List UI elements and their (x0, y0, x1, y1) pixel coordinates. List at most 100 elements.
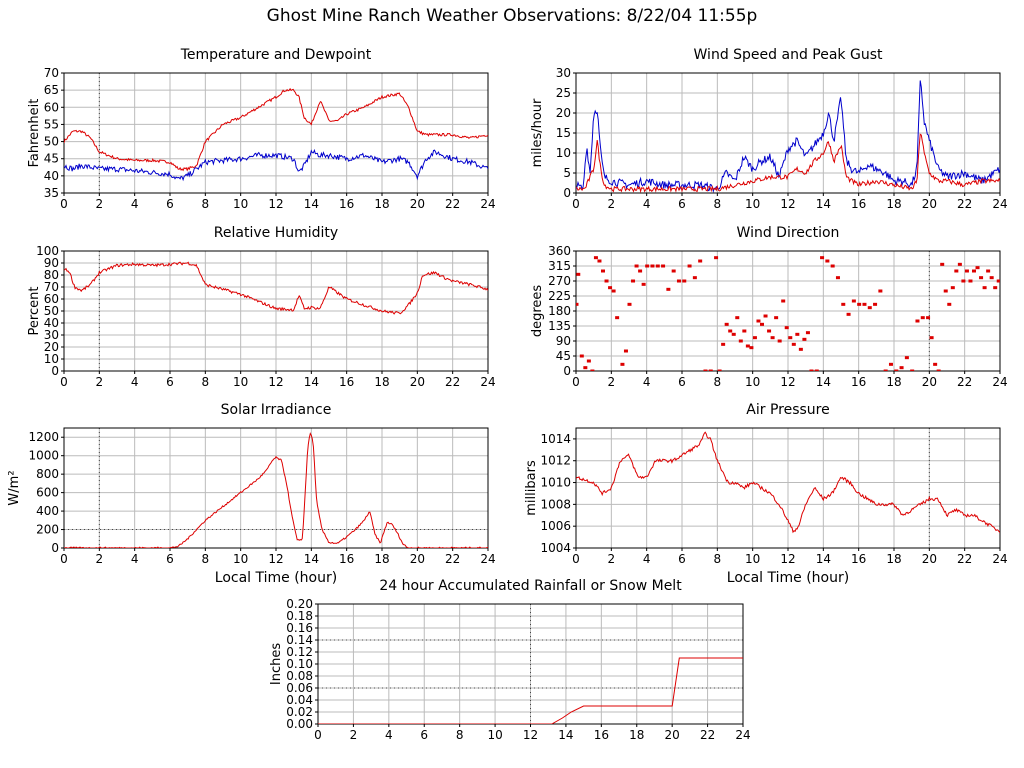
x-tick-label: 16 (851, 552, 866, 566)
data-point (767, 329, 772, 333)
y-axis-label: degrees (530, 285, 545, 338)
y-tick-label: 1006 (540, 519, 571, 533)
x-tick-label: 8 (714, 375, 722, 389)
series-line-0 (576, 431, 1000, 534)
y-tick-label: 0.02 (286, 705, 313, 719)
data-point (795, 332, 800, 336)
series-line-0 (318, 657, 743, 724)
y-tick-label: 0 (563, 364, 571, 378)
data-point (752, 336, 757, 340)
data-point (979, 276, 984, 280)
y-axis-label: Percent (27, 287, 42, 336)
x-tick-label: 24 (480, 375, 495, 389)
data-point (717, 369, 722, 371)
data-point (682, 279, 687, 283)
y-tick-label: 0.08 (286, 669, 313, 683)
y-tick-label: 0.12 (286, 645, 313, 659)
y-tick-label: 5 (563, 166, 571, 180)
x-tick-label: 12 (268, 375, 283, 389)
data-point (929, 336, 934, 340)
x-tick-label: 0 (60, 375, 68, 389)
data-point (894, 369, 899, 371)
y-tick-label: 270 (548, 274, 571, 288)
data-point (687, 264, 692, 268)
data-point (791, 342, 796, 346)
data-point (802, 337, 807, 341)
series-line-1 (576, 133, 1000, 193)
y-tick-label: 800 (36, 467, 59, 481)
y-tick-label: 200 (36, 523, 59, 537)
data-point (611, 289, 616, 293)
y-tick-label: 70 (44, 66, 59, 80)
y-tick-label: 30 (556, 66, 571, 80)
data-point (638, 269, 643, 273)
data-point (904, 356, 909, 360)
data-point (731, 332, 736, 336)
x-tick-label: 10 (233, 552, 248, 566)
x-tick-label: 8 (202, 197, 210, 211)
x-tick-label: 4 (643, 375, 651, 389)
chart-rain: 24 hour Accumulated Rainfall or Snow Mel… (269, 578, 751, 742)
x-tick-label: 22 (445, 197, 460, 211)
x-tick-label: 4 (643, 552, 651, 566)
y-tick-label: 0.04 (286, 693, 313, 707)
y-axis-label: W/m² (7, 470, 22, 505)
x-tick-label: 20 (922, 375, 937, 389)
x-tick-label: 22 (700, 728, 715, 742)
y-tick-label: 10 (44, 352, 59, 366)
x-tick-label: 20 (410, 197, 425, 211)
data-point (947, 302, 952, 306)
y-tick-label: 55 (44, 117, 59, 131)
x-tick-label: 20 (410, 375, 425, 389)
x-tick-label: 22 (445, 552, 460, 566)
data-point (692, 276, 697, 280)
chart-title: Temperature and Dewpoint (180, 47, 372, 63)
data-point (777, 339, 782, 343)
y-tick-label: 0 (563, 186, 571, 200)
x-tick-label: 2 (608, 375, 616, 389)
x-tick-label: 20 (922, 197, 937, 211)
data-point (873, 302, 878, 306)
x-tick-label: 22 (445, 375, 460, 389)
data-point (926, 316, 931, 320)
x-tick-label: 12 (780, 375, 795, 389)
data-point (910, 369, 915, 371)
y-tick-label: 10 (556, 146, 571, 160)
data-point (576, 272, 581, 276)
y-tick-label: 35 (44, 186, 59, 200)
chart-title: Air Pressure (746, 402, 829, 418)
data-point (593, 256, 598, 260)
x-tick-label: 16 (594, 728, 609, 742)
x-tick-label: 12 (268, 552, 283, 566)
data-point (788, 336, 793, 340)
y-tick-label: 1000 (28, 449, 59, 463)
data-point (835, 276, 840, 280)
y-tick-label: 15 (556, 126, 571, 140)
x-tick-label: 14 (304, 375, 319, 389)
x-tick-label: 14 (304, 552, 319, 566)
data-point (878, 289, 883, 293)
data-point (724, 322, 729, 326)
x-tick-label: 12 (780, 197, 795, 211)
data-point (708, 369, 713, 371)
data-point (867, 306, 872, 310)
data-point (721, 342, 726, 346)
data-point (993, 286, 998, 290)
y-tick-label: 1014 (540, 432, 571, 446)
data-point (666, 287, 671, 291)
data-point (915, 319, 920, 323)
data-point (590, 369, 595, 371)
data-point (972, 269, 976, 273)
x-axis-label: Local Time (hour) (727, 570, 849, 586)
data-point (698, 259, 703, 263)
data-point (641, 282, 646, 286)
data-point (576, 302, 579, 306)
data-point (645, 264, 650, 268)
chart-title: 24 hour Accumulated Rainfall or Snow Mel… (379, 578, 682, 594)
y-tick-label: 65 (44, 83, 59, 97)
y-tick-label: 0.16 (286, 621, 313, 635)
y-tick-label: 100 (36, 244, 59, 258)
x-tick-label: 24 (480, 197, 495, 211)
data-point (604, 279, 609, 283)
x-tick-label: 8 (714, 552, 722, 566)
